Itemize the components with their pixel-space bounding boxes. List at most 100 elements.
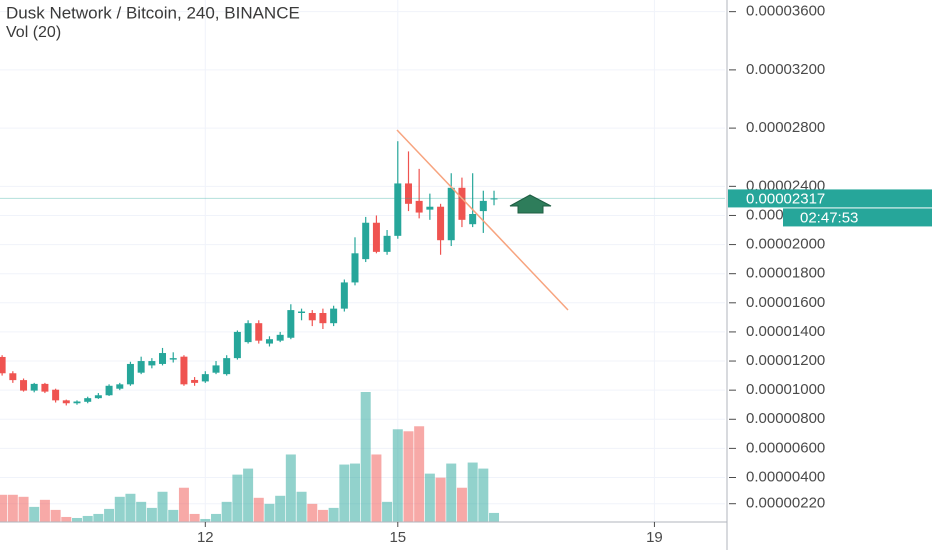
y-tick-label: 0.00003600 bbox=[746, 3, 825, 20]
candle-body bbox=[287, 310, 295, 338]
candle-body bbox=[244, 323, 252, 343]
candle-body bbox=[62, 400, 70, 404]
volume-bar bbox=[114, 496, 125, 522]
volume-bar bbox=[29, 506, 40, 522]
last-price-box bbox=[728, 189, 932, 208]
y-tick-label: 0.00000400 bbox=[746, 468, 825, 485]
candle-body bbox=[9, 373, 17, 381]
volume-bar bbox=[489, 512, 500, 522]
volume-legend: Vol (20) bbox=[6, 24, 61, 41]
volume-bar bbox=[349, 463, 360, 522]
volume-bar bbox=[296, 491, 307, 522]
candle-body bbox=[319, 312, 327, 324]
x-tick-label: 19 bbox=[646, 529, 663, 546]
countdown-label: 02:47:53 bbox=[800, 209, 858, 226]
candle-body bbox=[383, 235, 391, 252]
y-tick-label: 0.00001200 bbox=[746, 352, 825, 369]
volume-bar bbox=[157, 491, 168, 522]
volume-bar bbox=[264, 503, 275, 522]
volume-bar bbox=[82, 515, 93, 522]
volume-bar bbox=[371, 454, 382, 522]
y-tick-label: 0.00002000 bbox=[746, 236, 825, 253]
volume-bar bbox=[328, 507, 339, 522]
candle-body bbox=[126, 363, 134, 385]
volume-bar bbox=[478, 468, 489, 522]
candle-body bbox=[41, 383, 49, 392]
candle-layer bbox=[0, 141, 725, 406]
volume-bar bbox=[446, 463, 457, 522]
y-tick-label: 0.00001600 bbox=[746, 294, 825, 311]
candle-body bbox=[180, 356, 188, 385]
volume-bar bbox=[435, 477, 446, 522]
volume-bar bbox=[307, 503, 318, 522]
candle-body bbox=[265, 339, 273, 344]
candle-body bbox=[372, 222, 380, 252]
volume-bar bbox=[125, 493, 136, 522]
volume-bar bbox=[403, 431, 414, 522]
volume-bar bbox=[168, 509, 179, 522]
candle-body bbox=[20, 380, 28, 391]
x-tick-label: 15 bbox=[389, 529, 406, 546]
volume-bar bbox=[93, 513, 104, 522]
volume-bar bbox=[414, 426, 425, 522]
candle-body bbox=[105, 385, 113, 396]
volume-bar bbox=[275, 495, 286, 522]
candle-body bbox=[415, 200, 423, 213]
candle-body bbox=[84, 398, 92, 402]
candle-body bbox=[426, 206, 434, 210]
volume-bar bbox=[424, 473, 435, 522]
candle-body bbox=[201, 374, 209, 382]
volume-layer bbox=[0, 392, 500, 522]
candle-body bbox=[52, 389, 60, 401]
y-tick-label: 0.00003200 bbox=[746, 61, 825, 78]
volume-bar bbox=[243, 468, 254, 522]
axis-layer: 0.00000220 0.00000400 0.00000600 0.00000800… bbox=[197, 3, 932, 546]
volume-bar bbox=[232, 474, 243, 522]
candle-body bbox=[233, 331, 241, 359]
candle-body bbox=[479, 200, 487, 212]
volume-bar bbox=[71, 517, 82, 522]
volume-bar bbox=[200, 518, 211, 522]
candle-body bbox=[169, 358, 177, 360]
volume-bar bbox=[317, 509, 328, 522]
candle-body bbox=[490, 198, 498, 200]
volume-bar bbox=[0, 494, 8, 522]
candle-body bbox=[405, 183, 413, 204]
y-tick-label: 0.00001800 bbox=[746, 265, 825, 282]
candle-body bbox=[340, 282, 348, 309]
candle-body bbox=[0, 356, 6, 374]
candle-body bbox=[362, 222, 370, 260]
candle-body bbox=[30, 383, 38, 391]
y-tick-label: 0.00000800 bbox=[746, 410, 825, 427]
y-tick-label: 0.00000220 bbox=[746, 495, 825, 512]
candle-body bbox=[394, 183, 402, 236]
chart-title: Dusk Network / Bitcoin, 240, BINANCE bbox=[6, 3, 300, 22]
candle-body bbox=[191, 379, 199, 383]
volume-bar bbox=[136, 501, 147, 522]
volume-bar bbox=[285, 454, 296, 522]
volume-bar bbox=[339, 464, 350, 522]
candle-body bbox=[298, 311, 306, 313]
candle-body bbox=[159, 353, 167, 364]
last-price-label: 0.00002317 bbox=[746, 190, 825, 207]
volume-bar bbox=[50, 509, 61, 522]
volume-bar bbox=[382, 501, 393, 522]
y-tick-label: 0.00002800 bbox=[746, 119, 825, 136]
arrow-marker bbox=[509, 194, 552, 214]
volume-bar bbox=[189, 513, 200, 522]
y-tick-label: 0.00001000 bbox=[746, 381, 825, 398]
candle-body bbox=[116, 384, 124, 389]
candle-body bbox=[212, 365, 220, 373]
countdown-box bbox=[783, 208, 932, 227]
volume-bar bbox=[360, 392, 371, 522]
y-tick-label: 0.00000600 bbox=[746, 439, 825, 456]
candle-body bbox=[469, 214, 477, 225]
volume-bar bbox=[392, 429, 403, 522]
volume-bar bbox=[146, 507, 157, 522]
candle-body bbox=[447, 187, 455, 241]
candle-body bbox=[330, 308, 338, 324]
volume-bar bbox=[467, 462, 478, 522]
